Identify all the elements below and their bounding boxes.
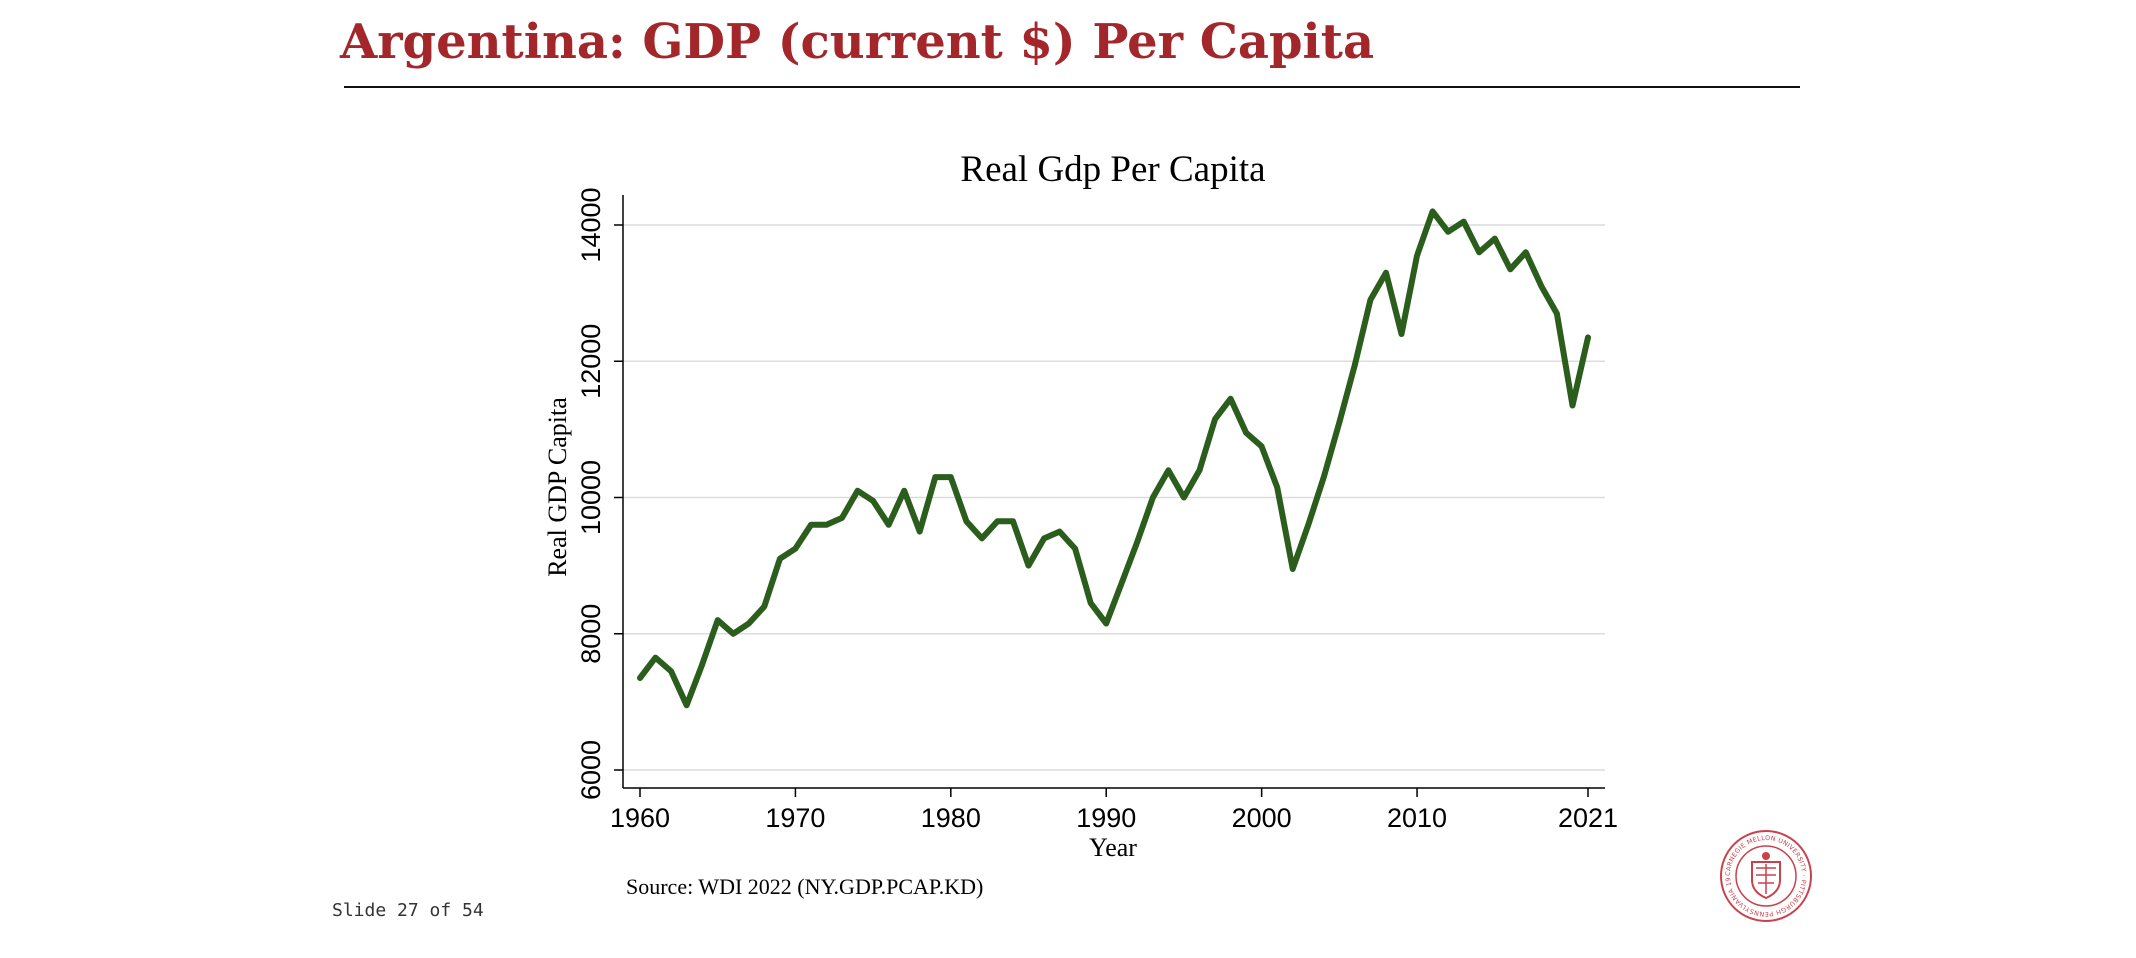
slide-counter: Slide 27 of 54 [332, 900, 484, 921]
x-tick-label: 1960 [610, 803, 670, 833]
x-tick-label: 2000 [1232, 803, 1292, 833]
y-tick-label: 12000 [576, 324, 606, 399]
slide-title: Argentina: GDP (current $) Per Capita [340, 14, 1375, 70]
grid-lines [623, 224, 1605, 771]
x-tick-label: 1990 [1076, 803, 1136, 833]
x-tick-label: 2010 [1387, 803, 1447, 833]
x-tick-label: 1980 [921, 803, 981, 833]
x-axis-label: Year [1089, 833, 1137, 862]
title-divider [344, 86, 1800, 88]
y-tick-label: 14000 [576, 187, 606, 262]
y-tick-label: 6000 [576, 740, 606, 800]
x-tick-label: 1970 [765, 803, 825, 833]
carnegie-mellon-seal-icon: CARNEGIE MELLON UNIVERSITY · PITTSBURGH … [1718, 828, 1812, 922]
series-line-0 [637, 208, 1591, 709]
y-axis-label: Real GDP Capita [543, 397, 572, 577]
chart-axes [614, 195, 1605, 797]
series-layer [637, 208, 1591, 709]
x-tick-label: 2021 [1558, 803, 1618, 833]
chart-title: Real Gdp Per Capita [960, 149, 1265, 190]
tick-labels: 6000 8000 10000 12000 14000 1960 1970 1980 1990 2… [576, 187, 1618, 833]
y-tick-label: 10000 [576, 460, 606, 535]
source-note: Source: WDI 2022 (NY.GDP.PCAP.KD) [626, 874, 983, 899]
y-tick-label: 8000 [576, 604, 606, 664]
